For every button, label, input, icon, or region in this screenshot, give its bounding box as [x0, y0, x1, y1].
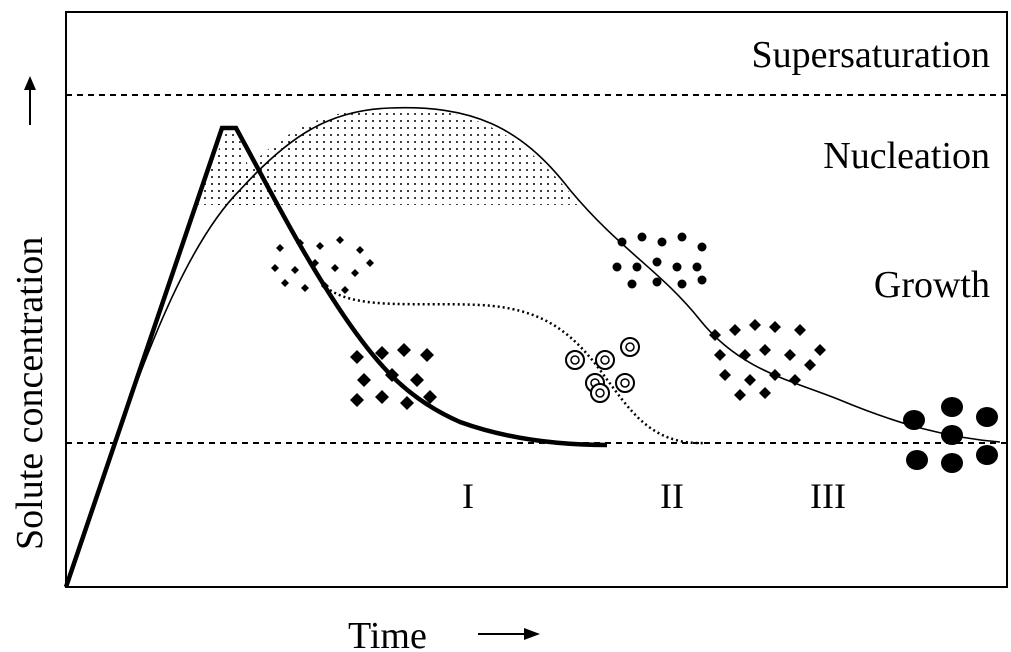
- particle: [331, 264, 339, 272]
- particle: [697, 275, 707, 285]
- particle: [625, 342, 635, 352]
- x-axis-label: Time: [348, 615, 427, 652]
- particle: [729, 324, 741, 336]
- particle: [620, 337, 640, 357]
- particle: [789, 374, 801, 386]
- particle: [311, 259, 319, 267]
- particle: [366, 259, 374, 267]
- frame: [65, 11, 1008, 588]
- particle: [612, 262, 622, 272]
- particle: [719, 369, 731, 381]
- particle: [692, 262, 702, 272]
- particle: [941, 425, 963, 445]
- stage-label: II: [660, 476, 684, 516]
- particle: [357, 373, 371, 387]
- particle: [276, 244, 284, 252]
- particle: [321, 282, 329, 290]
- x-axis-arrow-head: [524, 628, 540, 640]
- particle: [291, 266, 299, 274]
- particle: [903, 410, 925, 430]
- curve-thin: [65, 106, 1001, 588]
- particle: [677, 232, 687, 242]
- particle: [570, 355, 580, 365]
- particle: [281, 279, 289, 287]
- particle: [615, 373, 635, 393]
- particle: [627, 279, 637, 289]
- particle: [941, 453, 963, 473]
- particle: [600, 355, 610, 365]
- particle: [590, 383, 610, 403]
- particle: [677, 279, 687, 289]
- particle: [397, 343, 411, 357]
- y-axis-arrow-head: [24, 76, 36, 90]
- particle: [637, 232, 647, 242]
- particle: [744, 374, 756, 386]
- curve-thick: [63, 125, 608, 588]
- particle: [410, 373, 424, 387]
- particle: [734, 389, 746, 401]
- particles: [271, 232, 998, 473]
- particle: [652, 277, 662, 287]
- particle: [375, 390, 389, 404]
- particle: [632, 262, 642, 272]
- stage-label: III: [810, 476, 846, 516]
- particle: [976, 407, 998, 427]
- particle: [617, 237, 627, 247]
- particle: [595, 350, 615, 370]
- particle: [565, 350, 585, 370]
- particle: [296, 239, 304, 247]
- particle: [749, 319, 761, 331]
- particle: [784, 349, 796, 361]
- particle: [714, 349, 726, 361]
- particle: [906, 450, 928, 470]
- particle: [976, 445, 998, 465]
- particle: [804, 359, 816, 371]
- particle: [657, 237, 667, 247]
- particle: [301, 284, 309, 292]
- particle: [356, 246, 364, 254]
- particle: [739, 349, 751, 361]
- particle: [672, 262, 682, 272]
- particle: [697, 242, 707, 252]
- y-axis-label: Solute concentration: [9, 237, 51, 550]
- particle: [423, 390, 437, 404]
- particle: [271, 264, 279, 272]
- particle: [336, 236, 344, 244]
- region-label: Nucleation: [823, 135, 990, 177]
- particle: [709, 329, 721, 341]
- particle: [375, 346, 389, 360]
- particle: [351, 269, 359, 277]
- particle: [385, 368, 399, 382]
- particle: [341, 286, 349, 294]
- particle: [941, 397, 963, 417]
- particle: [759, 344, 771, 356]
- particle: [814, 344, 826, 356]
- particle: [420, 348, 434, 362]
- particle: [652, 257, 662, 267]
- particle: [769, 369, 781, 381]
- particle: [595, 388, 605, 398]
- particle: [350, 393, 364, 407]
- particle: [400, 396, 414, 410]
- stage-label: I: [462, 476, 474, 516]
- particle: [769, 321, 781, 333]
- particle: [316, 242, 324, 250]
- particle: [350, 350, 364, 364]
- particle: [759, 387, 771, 399]
- curve-dotted: [329, 288, 706, 445]
- region-label: Growth: [874, 264, 990, 306]
- region-label: Supersaturation: [751, 34, 990, 76]
- particle: [794, 324, 806, 336]
- particle: [620, 378, 630, 388]
